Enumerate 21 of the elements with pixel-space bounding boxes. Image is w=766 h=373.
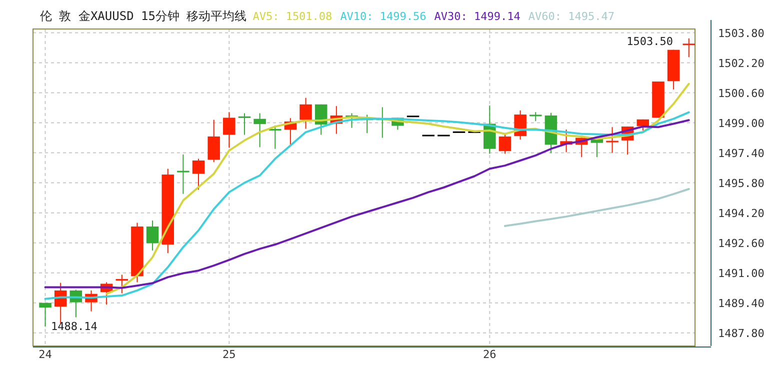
- chart-title: 伦 敦 金XAUUSD 15分钟 移动平均线: [40, 9, 247, 23]
- y-tick-label: 1503.80: [718, 26, 764, 40]
- y-tick-label: 1495.80: [718, 176, 764, 190]
- y-tick-label: 1489.40: [718, 296, 764, 310]
- x-tick-label: 25: [222, 348, 236, 361]
- y-tick-label: 1494.20: [718, 206, 764, 220]
- y-tick-label: 1497.40: [718, 146, 764, 160]
- text: AV5: 1501.08: [252, 10, 332, 23]
- text: AV60: 1495.47: [528, 10, 614, 23]
- text: AV30: 1499.14: [434, 10, 521, 23]
- annotation: 1503.50: [626, 35, 673, 48]
- annotation: 1488.14: [51, 320, 98, 333]
- y-tick-label: 1487.80: [718, 326, 764, 340]
- x-tick-label: 26: [483, 348, 496, 361]
- y-tick-label: 1499.00: [718, 116, 764, 130]
- y-tick-label: 1492.60: [718, 236, 764, 250]
- y-tick-label: 1491.00: [718, 266, 764, 280]
- y-tick-label: 1500.60: [718, 86, 764, 100]
- x-tick-label: 24: [38, 348, 52, 361]
- text: AV10: 1499.56: [340, 10, 426, 23]
- y-tick-label: 1502.20: [718, 56, 764, 70]
